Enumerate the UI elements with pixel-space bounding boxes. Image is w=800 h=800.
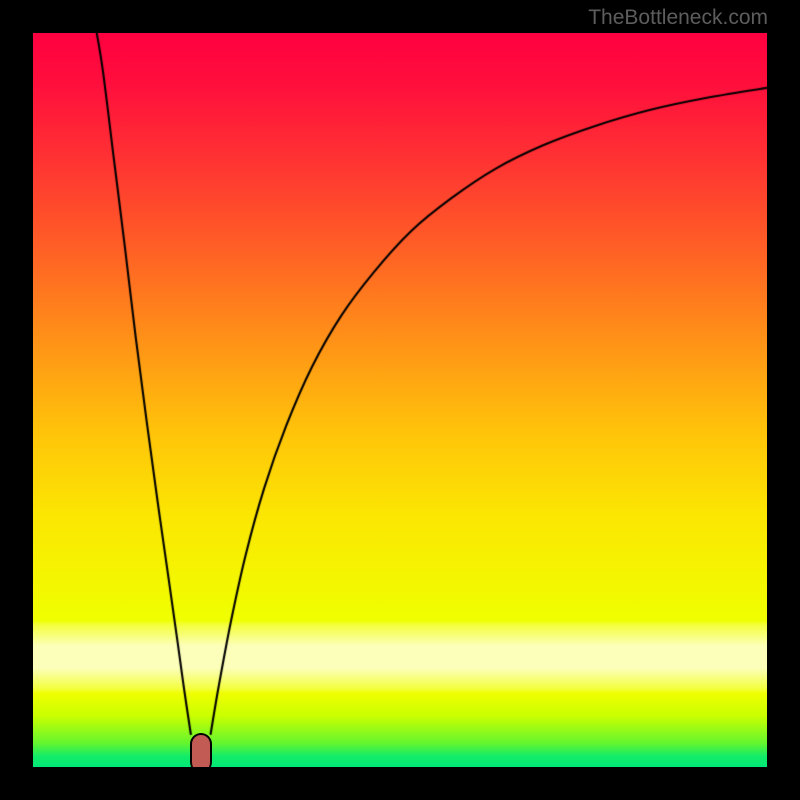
plot-area [33,33,767,767]
watermark-text: TheBottleneck.com [588,6,768,30]
bottleneck-curve [33,33,767,767]
curve-minimum-well [190,733,213,768]
